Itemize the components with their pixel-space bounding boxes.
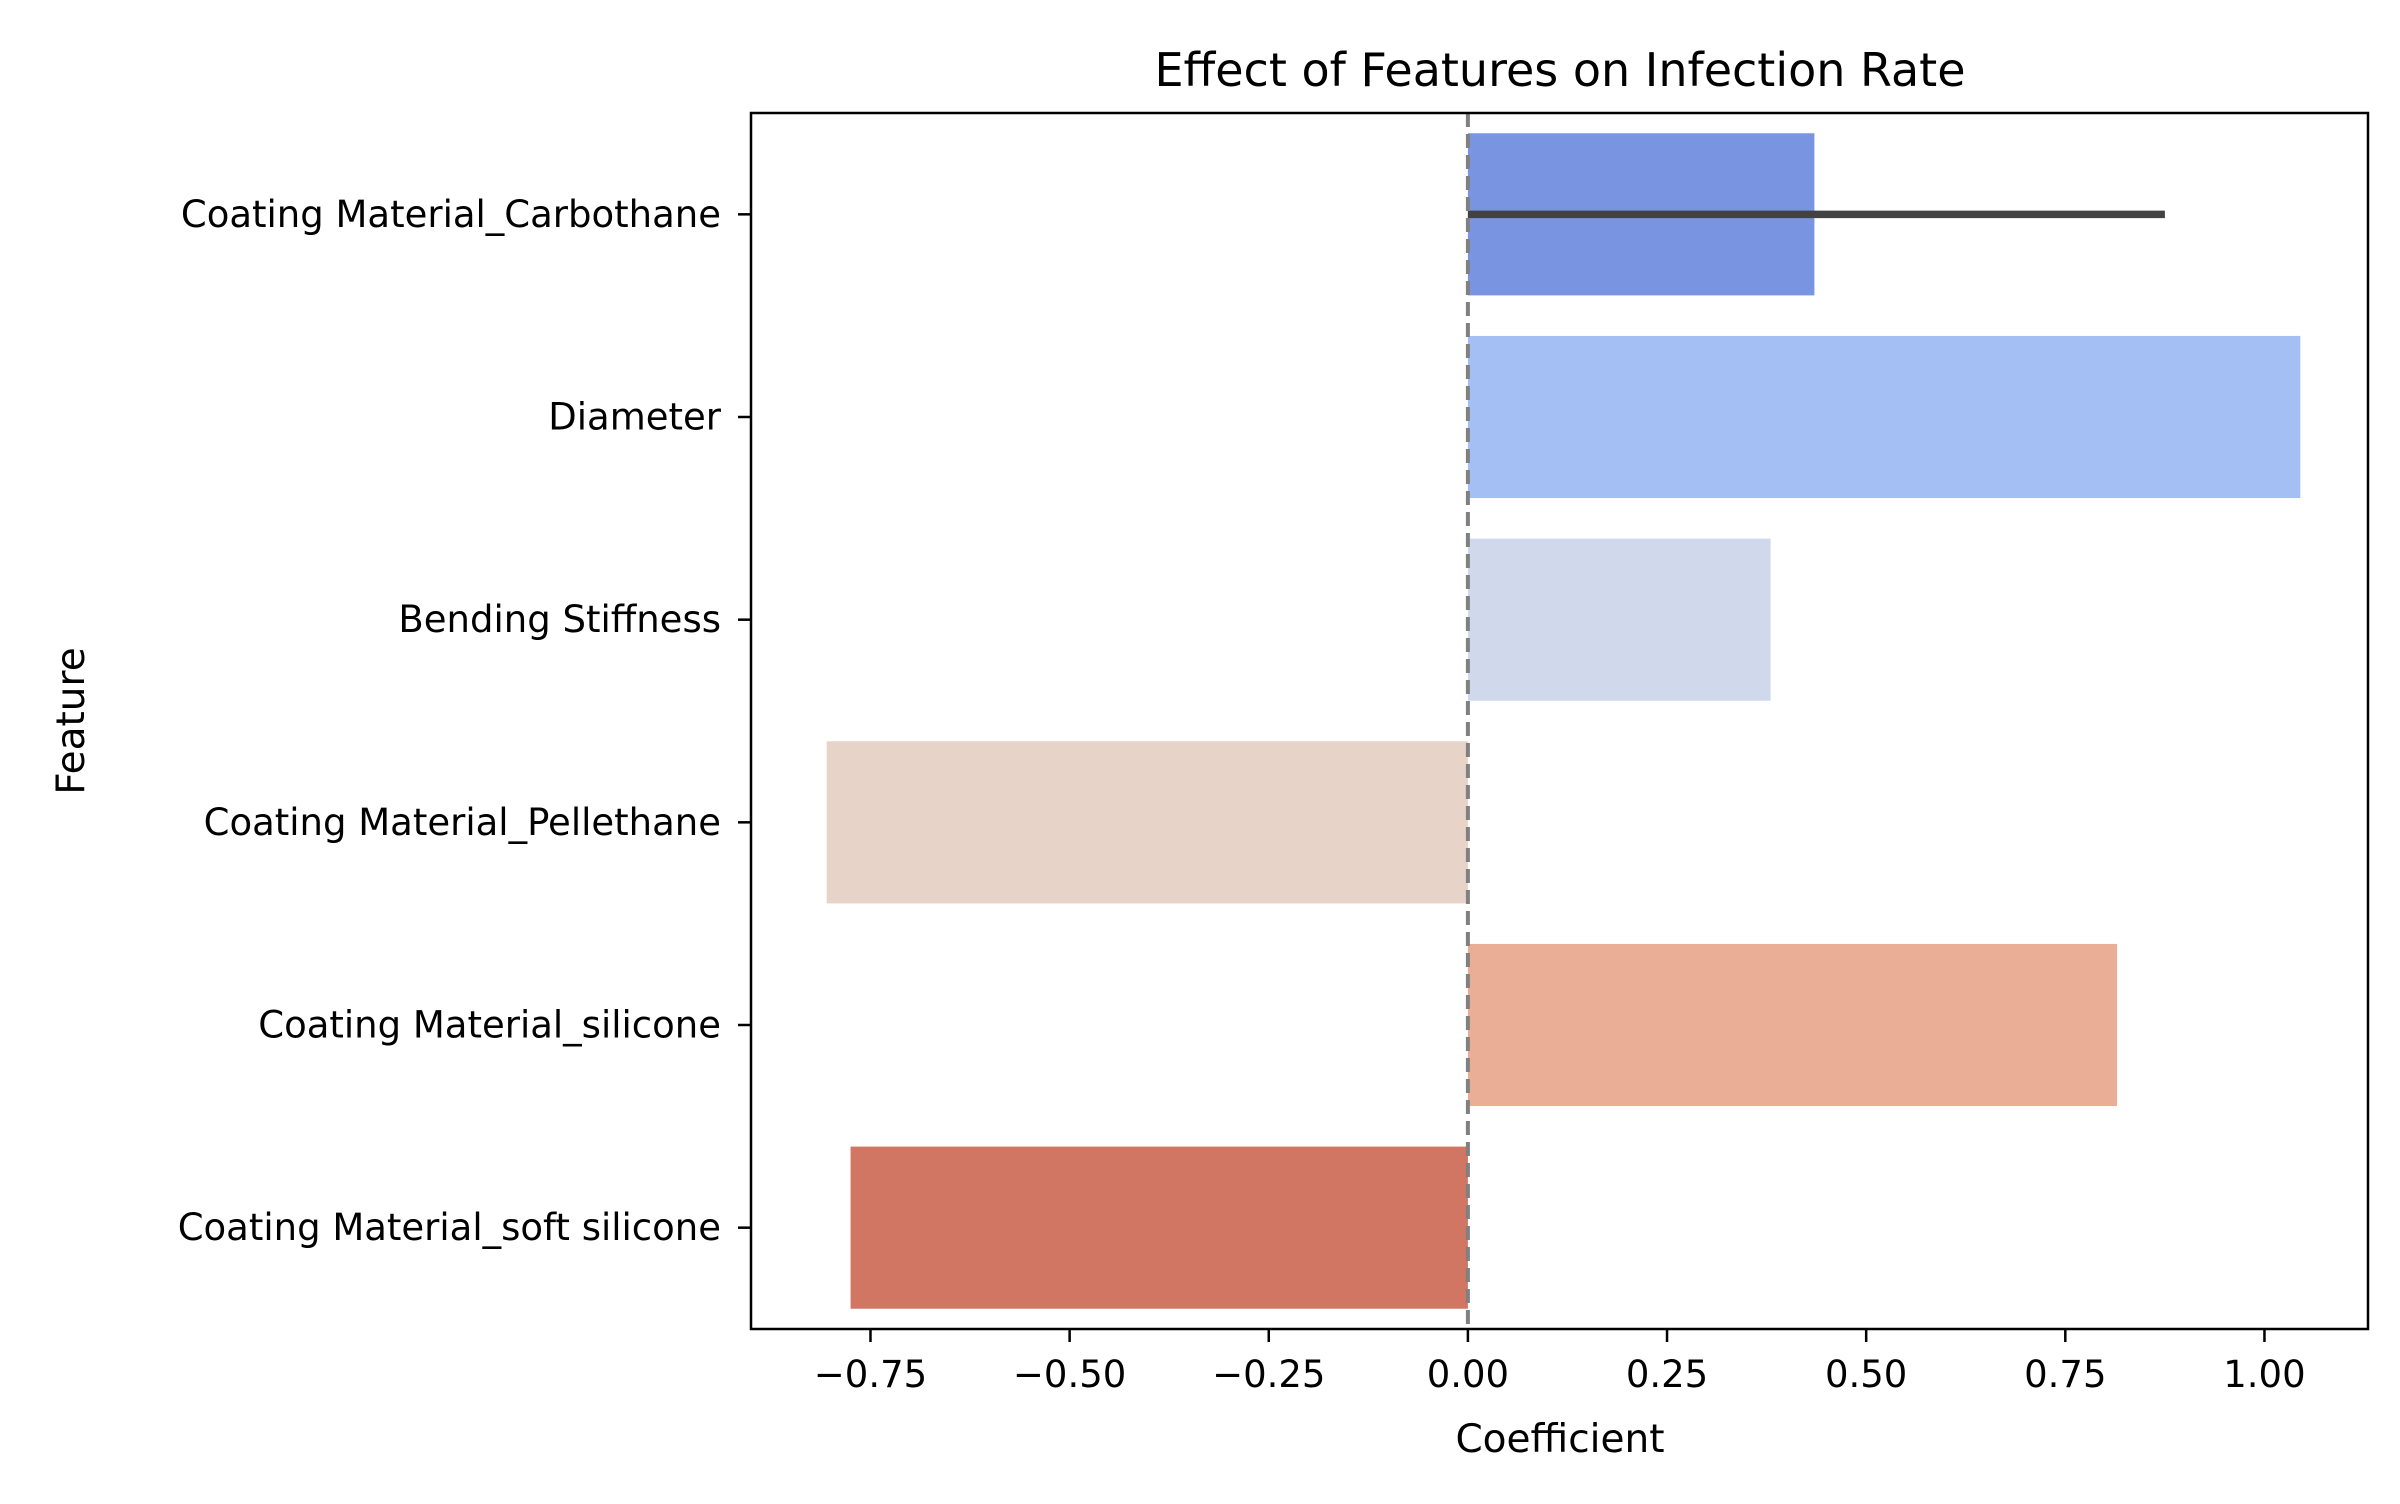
chart-title: Effect of Features on Infection Rate: [1154, 43, 1965, 97]
y-tick-label: Coating Material_Pellethane: [204, 801, 721, 844]
x-tick-label: 0.00: [1427, 1353, 1509, 1396]
bar: [850, 1146, 1468, 1309]
x-tick-label: −0.75: [814, 1353, 927, 1396]
x-tick-label: −0.50: [1013, 1353, 1126, 1396]
y-tick-label: Diameter: [548, 396, 722, 439]
plot-frame: [749, 111, 2370, 1331]
y-tick-label: Coating Material_silicone: [258, 1004, 721, 1047]
bar: [826, 741, 1468, 904]
x-tick-label: −0.25: [1212, 1353, 1325, 1396]
y-tick-label: Bending Stiffness: [398, 598, 721, 641]
bar: [1467, 943, 2118, 1107]
x-tick-label: 0.50: [1825, 1353, 1907, 1396]
x-axis: −0.75 −0.50 −0.25 0.00 0.25 0.50 0.75 1.00: [814, 1329, 2306, 1396]
x-tick-label: 0.25: [1626, 1353, 1708, 1396]
bar: [1467, 335, 2301, 499]
x-tick-label: 1.00: [2223, 1353, 2305, 1396]
bars-layer: [826, 133, 2301, 1309]
bar: [1467, 538, 1771, 701]
x-tick-label: 0.75: [2024, 1353, 2106, 1396]
y-axis: Coating Material_Carbothane Diameter Bendi…: [178, 193, 751, 1249]
x-axis-title: Coefficient: [1455, 1417, 1664, 1462]
y-tick-label: Coating Material_soft silicone: [178, 1206, 721, 1249]
y-tick-label: Coating Material_Carbothane: [181, 193, 721, 236]
y-axis-title: Feature: [49, 647, 94, 794]
